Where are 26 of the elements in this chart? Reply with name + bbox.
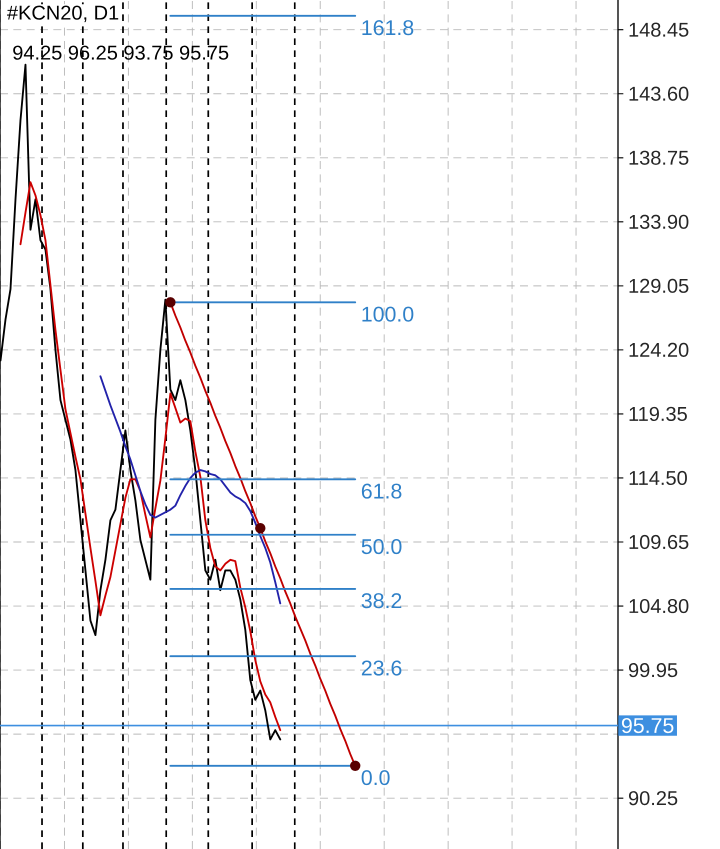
y-tick-label: 119.35: [630, 406, 687, 422]
y-tick-label: 90.25: [628, 791, 678, 806]
series-label: 38.2: [362, 593, 402, 608]
annotation: 94.25 96.25 93.75 95.75: [13, 46, 228, 60]
y-tick-label: 133.90: [630, 214, 688, 229]
point: [255, 522, 266, 534]
y-tick-label: 104.80: [630, 598, 688, 614]
point: [165, 297, 176, 308]
y-tick-label: 124.20: [630, 342, 688, 357]
y-tick-label: 148.45: [630, 22, 688, 37]
series-label: 50.0: [362, 539, 402, 554]
y-tick-label: 99.95: [628, 663, 678, 678]
y-tick-label: 138.75: [630, 150, 688, 165]
y-tick-label: 129.05: [630, 278, 688, 293]
series-label: 161.8: [362, 20, 414, 36]
ref-line-label: 95.75: [622, 718, 674, 734]
series-label: 100.0: [362, 306, 414, 322]
line-series: [20, 181, 282, 732]
series-label: 23.6: [362, 660, 402, 676]
series-label: 61.8: [362, 484, 402, 499]
chart-title: #KCN20, D1: [7, 6, 118, 22]
point: [350, 760, 360, 772]
series-label: 0.0: [362, 770, 390, 786]
y-tick-label: 109.65: [630, 534, 688, 550]
y-tick-label: 114.50: [630, 470, 687, 486]
y-tick-label: 143.60: [630, 86, 688, 101]
